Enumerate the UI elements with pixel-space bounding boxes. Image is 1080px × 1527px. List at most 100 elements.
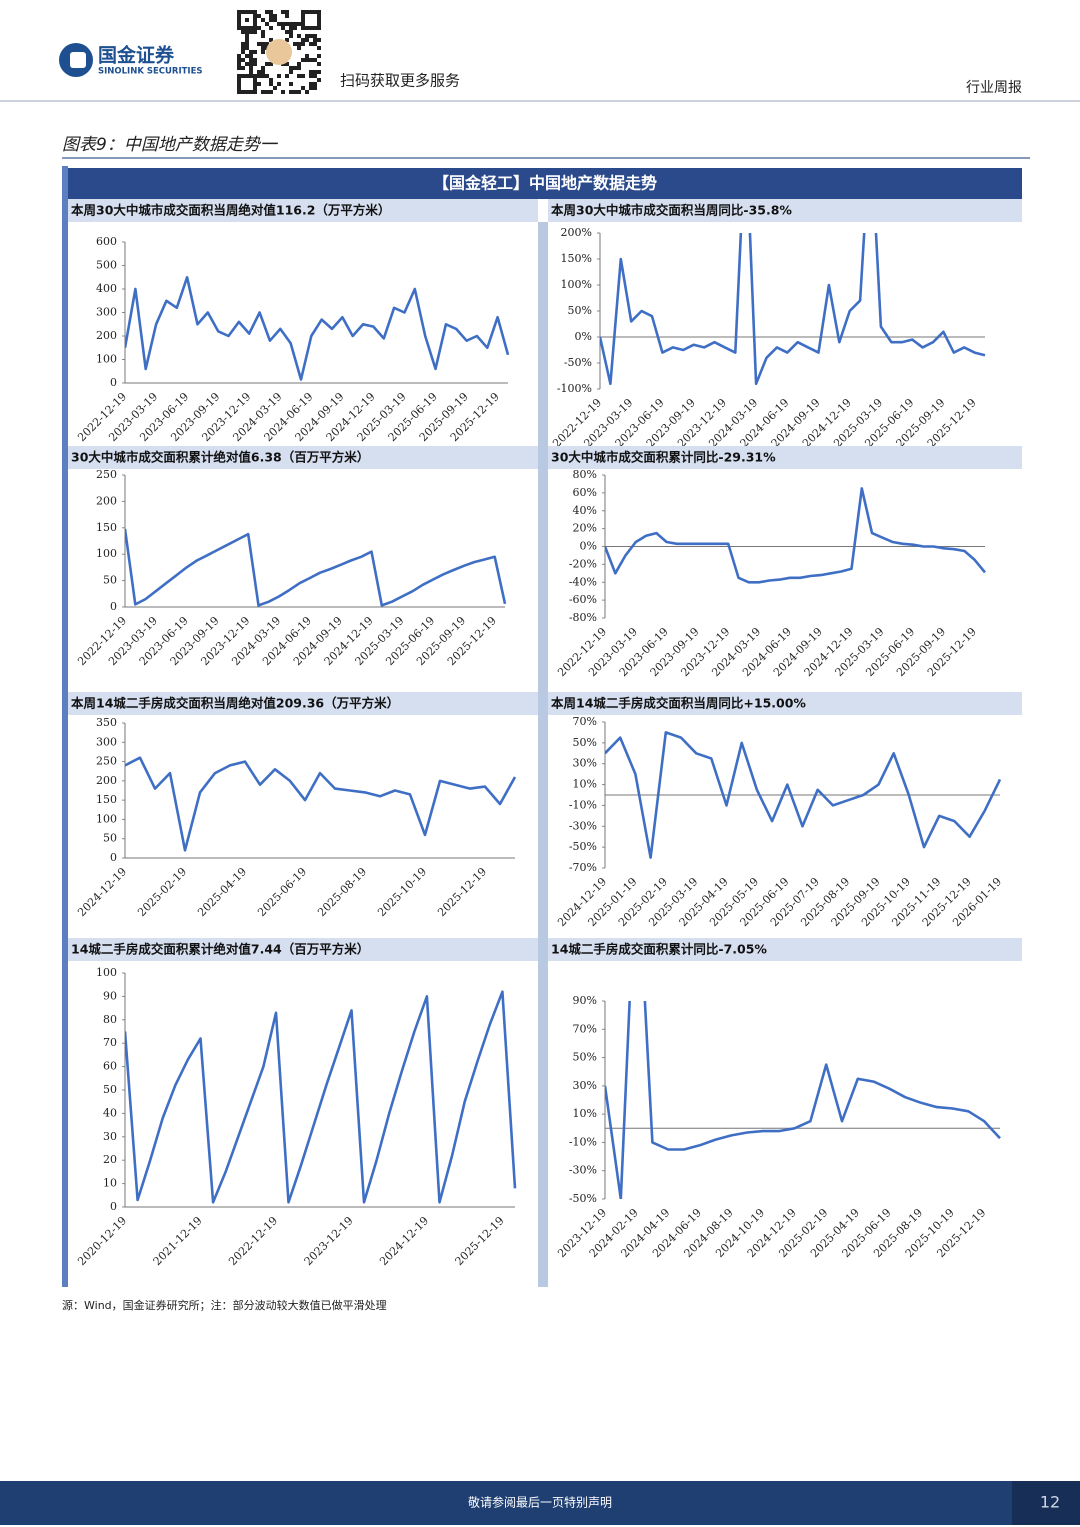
- qr-cell: [241, 74, 245, 78]
- qr-cell: [237, 14, 241, 18]
- qr-cell: [257, 74, 261, 78]
- footer-notice: 敬请参阅最后一页特别声明: [468, 1495, 612, 1510]
- qr-cell: [249, 70, 253, 74]
- qr-cell: [297, 66, 301, 70]
- y-tick-label: 0%: [580, 540, 597, 553]
- qr-cell: [305, 90, 309, 94]
- qr-cell: [269, 82, 273, 86]
- qr-cell: [281, 90, 285, 94]
- y-tick-label: 50: [103, 1083, 117, 1096]
- qr-cell: [289, 26, 293, 30]
- y-tick-label: 90%: [573, 994, 597, 1007]
- qr-cell: [257, 70, 261, 74]
- qr-cell: [277, 82, 281, 86]
- qr-cell: [301, 10, 305, 14]
- qr-cell: [249, 30, 253, 34]
- qr-cell: [265, 42, 269, 46]
- y-tick-label: -70%: [569, 861, 597, 874]
- report-type: 行业周报: [966, 80, 1022, 96]
- qr-cell: [261, 70, 265, 74]
- qr-cell: [265, 22, 269, 26]
- qr-cell: [257, 14, 261, 18]
- qr-cell: [305, 58, 309, 62]
- qr-cell: [261, 90, 265, 94]
- y-tick-label: 10%: [573, 1107, 597, 1120]
- qr-text: 扫码获取更多服务: [340, 72, 460, 90]
- qr-cell: [301, 58, 305, 62]
- qr-cell: [313, 26, 317, 30]
- panel-title: 本周30大中城市成交面积当周同比-35.8%: [551, 203, 792, 218]
- qr-cell: [253, 90, 257, 94]
- qr-cell: [313, 34, 317, 38]
- y-tick-label: -20%: [569, 557, 597, 570]
- banner: [68, 168, 1022, 199]
- qr-cell: [285, 74, 289, 78]
- qr-cell: [277, 74, 281, 78]
- y-tick-label: -50%: [569, 840, 597, 853]
- qr-cell: [245, 74, 249, 78]
- line-series: [125, 756, 517, 852]
- y-tick-label: -80%: [569, 611, 597, 624]
- y-tick-label: 100: [96, 812, 117, 825]
- y-tick-label: 80%: [573, 468, 597, 481]
- y-tick-label: 600: [96, 235, 117, 248]
- panel-title: 14城二手房成交面积累计绝对值7.44（百万平方米）: [71, 942, 369, 957]
- qr-cell: [249, 50, 253, 54]
- y-tick-label: 20%: [573, 522, 597, 535]
- qr-cell: [313, 82, 317, 86]
- panel-title-bar: [68, 199, 538, 222]
- qr-cell: [281, 26, 285, 30]
- qr-cell: [241, 42, 245, 46]
- qr-cell: [245, 18, 249, 22]
- qr-cell: [273, 14, 277, 18]
- qr-cell: [249, 66, 253, 70]
- qr-cell: [257, 42, 261, 46]
- qr-cell: [249, 10, 253, 14]
- qr-cell: [285, 30, 289, 34]
- qr-cell: [269, 14, 273, 18]
- qr-center: [266, 39, 292, 65]
- y-tick-label: 250: [96, 755, 117, 768]
- qr-cell: [285, 10, 289, 14]
- qr-cell: [297, 46, 301, 50]
- qr-cell: [249, 74, 253, 78]
- qr-cell: [289, 22, 293, 26]
- panel-title-bar: [68, 446, 538, 469]
- y-tick-label: 350: [96, 716, 117, 729]
- page-number: 12: [1040, 1493, 1060, 1512]
- qr-cell: [293, 90, 297, 94]
- y-tick-label: -50%: [564, 356, 592, 369]
- qr-cell: [241, 50, 245, 54]
- qr-cell: [289, 66, 293, 70]
- qr-cell: [289, 70, 293, 74]
- y-tick-label: 10: [103, 1177, 117, 1190]
- frame-left: [62, 166, 68, 1287]
- qr-cell: [261, 66, 265, 70]
- y-tick-label: 250: [96, 468, 117, 481]
- panel-title-bar: [548, 692, 1022, 715]
- qr-cell: [281, 22, 285, 26]
- line-series: [125, 990, 517, 1204]
- qr-cell: [293, 66, 297, 70]
- brand-en: SINOLINK SECURITIES: [98, 67, 203, 77]
- y-tick-label: 150%: [561, 252, 592, 265]
- qr-cell: [245, 62, 249, 66]
- qr-cell: [269, 26, 273, 30]
- qr-cell: [249, 90, 253, 94]
- qr-cell: [317, 22, 321, 26]
- y-tick-label: 10%: [573, 778, 597, 791]
- qr-cell: [253, 10, 257, 14]
- qr-cell: [297, 22, 301, 26]
- line-series: [605, 731, 1002, 859]
- y-tick-label: 50: [103, 574, 117, 587]
- y-tick-label: 100%: [561, 278, 592, 291]
- qr-cell: [253, 58, 257, 62]
- y-tick-label: 0: [110, 1200, 117, 1213]
- qr-cell: [261, 30, 265, 34]
- y-tick-label: -30%: [569, 819, 597, 832]
- qr-cell: [317, 18, 321, 22]
- qr-cell: [301, 42, 305, 46]
- qr-cell: [317, 26, 321, 30]
- y-tick-label: -60%: [569, 593, 597, 606]
- line-series: [125, 528, 507, 607]
